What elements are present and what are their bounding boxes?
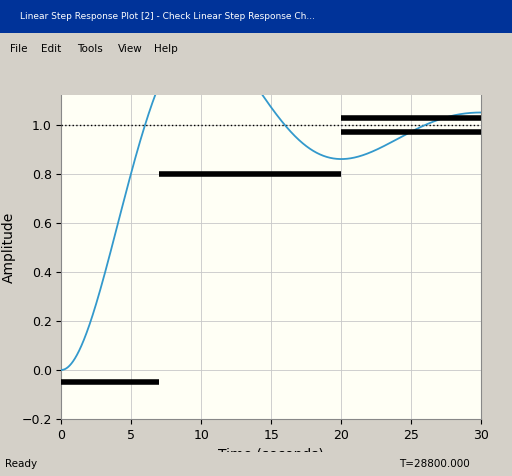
Text: File: File <box>10 44 28 54</box>
Text: Update block: Update block <box>398 52 462 62</box>
Text: Help: Help <box>154 44 177 54</box>
Title: Time Response: Time Response <box>200 54 343 72</box>
Text: Ready: Ready <box>5 459 37 469</box>
Text: View: View <box>118 44 142 54</box>
Text: Tools: Tools <box>77 44 102 54</box>
X-axis label: Time (seconds): Time (seconds) <box>219 447 324 461</box>
Y-axis label: Amplitude: Amplitude <box>2 212 16 283</box>
Text: Linear Step Response Plot [2] - Check Linear Step Response Ch...: Linear Step Response Plot [2] - Check Li… <box>20 12 315 21</box>
Text: T=28800.000: T=28800.000 <box>399 459 470 469</box>
Text: Edit: Edit <box>41 44 61 54</box>
